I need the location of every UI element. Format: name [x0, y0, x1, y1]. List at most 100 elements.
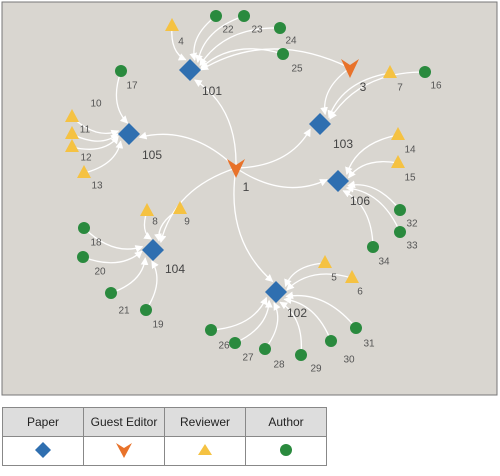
- edge: [158, 167, 237, 244]
- node-label: 105: [142, 148, 162, 162]
- edge: [71, 135, 119, 150]
- edge: [194, 79, 237, 169]
- edge: [279, 301, 303, 356]
- node-label: 26: [218, 341, 230, 352]
- legend-icon: [2, 436, 84, 466]
- edge: [233, 167, 274, 283]
- node-label: 11: [80, 125, 91, 136]
- edge: [286, 273, 353, 291]
- node-label: 33: [406, 241, 418, 252]
- author-node: [325, 335, 337, 347]
- reviewer-node: [383, 65, 397, 78]
- edge: [83, 140, 124, 174]
- edge: [320, 67, 351, 116]
- reviewer-node: [165, 18, 179, 31]
- reviewer-node: [391, 155, 405, 168]
- reviewer-node: [65, 109, 79, 122]
- node-label: 18: [90, 238, 102, 249]
- node-label: 34: [378, 257, 390, 268]
- edge: [285, 291, 357, 329]
- edge: [348, 161, 399, 179]
- node-label: 25: [291, 64, 303, 75]
- node-label: 6: [357, 287, 363, 298]
- node-label: 3: [360, 80, 367, 94]
- reviewer-node: [65, 126, 79, 139]
- node-label: 5: [331, 273, 337, 284]
- edge: [199, 27, 281, 67]
- node-label: 101: [202, 84, 222, 98]
- author-node: [115, 65, 127, 77]
- author-node: [210, 10, 222, 22]
- node-label: 9: [184, 217, 190, 228]
- edge: [195, 15, 245, 63]
- reviewer-node: [318, 255, 332, 268]
- node-label: 23: [251, 25, 263, 36]
- edge: [83, 227, 144, 253]
- node-label: 8: [152, 217, 158, 228]
- legend-icon: [83, 436, 165, 466]
- node-label: 24: [285, 36, 297, 47]
- node-label: 102: [287, 306, 307, 320]
- author-node: [394, 226, 406, 238]
- author-node: [78, 222, 90, 234]
- legend-header: Reviewer: [164, 407, 246, 437]
- author-node: [259, 343, 271, 355]
- node-label: 28: [273, 360, 285, 371]
- author-node: [367, 241, 379, 253]
- legend-icon: [245, 436, 327, 466]
- edge: [345, 184, 401, 233]
- author-node: [140, 304, 152, 316]
- node-label: 103: [333, 137, 353, 151]
- author-node: [394, 204, 406, 216]
- author-node: [277, 48, 289, 60]
- edge: [138, 131, 237, 169]
- node-label: 104: [165, 262, 185, 276]
- node-label: 106: [350, 194, 370, 208]
- author-node: [205, 324, 217, 336]
- edge: [342, 190, 374, 248]
- author-node: [419, 66, 431, 78]
- edge: [329, 71, 426, 120]
- edge: [200, 48, 284, 69]
- author-node: [350, 322, 362, 334]
- guest-editor-node: [341, 59, 359, 78]
- node-label: 13: [91, 181, 103, 192]
- edge: [200, 48, 351, 71]
- author-node: [238, 10, 250, 22]
- paper-node: [309, 113, 331, 135]
- legend-header: Guest Editor: [83, 407, 165, 437]
- author-node: [274, 22, 286, 34]
- node-label: 16: [430, 81, 442, 92]
- node-label: 7: [397, 83, 403, 94]
- paper-node: [265, 281, 287, 303]
- author-node: [77, 251, 89, 263]
- reviewer-node: [140, 203, 154, 216]
- edge: [345, 134, 399, 176]
- paper-node: [327, 170, 349, 192]
- node-label: 30: [343, 355, 355, 366]
- canvas-background: [1, 1, 498, 396]
- paper-node: [142, 239, 164, 261]
- node-label: 22: [222, 25, 234, 36]
- node-label: 4: [178, 37, 184, 48]
- node-label: 29: [310, 364, 322, 375]
- reviewer-node: [173, 201, 187, 214]
- node-label: 14: [404, 145, 416, 156]
- paper-node: [118, 123, 140, 145]
- node-label: 17: [126, 81, 138, 92]
- node-label: 1: [243, 180, 250, 194]
- edge: [327, 72, 391, 119]
- edge: [210, 296, 268, 331]
- guest-editor-node: [227, 159, 245, 178]
- node-label: 20: [94, 267, 106, 278]
- legend-icon: [164, 436, 246, 466]
- author-node: [105, 287, 117, 299]
- paper-node: [179, 59, 201, 81]
- node-label: 10: [90, 99, 102, 110]
- author-node: [295, 349, 307, 361]
- legend-header: Paper: [2, 407, 84, 437]
- node-label: 19: [152, 320, 164, 331]
- edge: [235, 128, 311, 169]
